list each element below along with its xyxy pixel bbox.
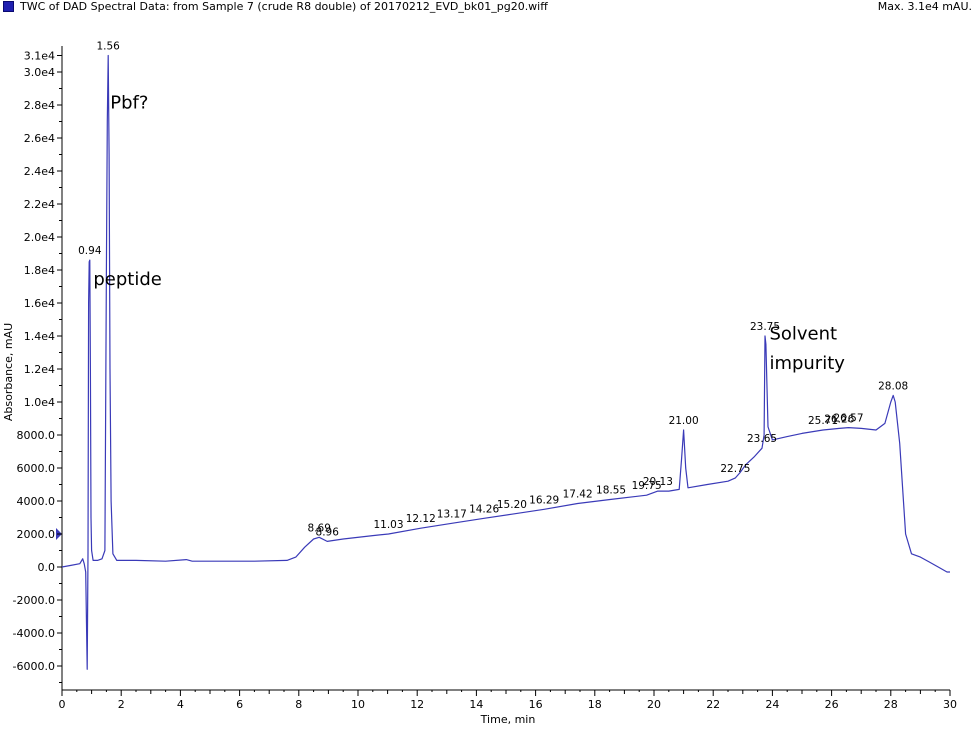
y-tick-label: 1.6e4 (24, 297, 55, 310)
peak-label: 12.12 (406, 513, 436, 525)
y-tick-label: 2.6e4 (24, 132, 55, 145)
peak-label: 17.42 (563, 488, 593, 500)
y-tick-label: 0.0 (38, 561, 56, 574)
peak-labels: 0.94 1.56 8.698.96 11.03 12.12 13.17 14.2615.2… (78, 41, 908, 539)
x-tick-label: 22 (706, 698, 720, 711)
y-axis-label: Absorbance, mAU (2, 323, 15, 421)
y-tick-label: 1.0e4 (24, 396, 55, 409)
y-tick-label: 6000.0 (17, 462, 56, 475)
annotation-text: Solvent (769, 323, 837, 344)
x-axis-label: Time, min (480, 713, 536, 726)
y-tick-label: 2.0e4 (24, 231, 55, 244)
y-tick-label: 1.8e4 (24, 264, 55, 277)
y-tick-label: -2000.0 (13, 594, 55, 607)
x-tick-label: 26 (825, 698, 839, 711)
y-tick-label: 2.8e4 (24, 99, 55, 112)
trace-color-marker-icon (3, 1, 14, 12)
peak-label: 22.75 (720, 463, 750, 475)
x-tick-label: 10 (351, 698, 365, 711)
x-tick-label: 2 (118, 698, 125, 711)
peak-label: 26.57 (833, 413, 863, 425)
peak-label: 13.17 (437, 508, 467, 520)
peak-label: 23.65 (747, 433, 777, 445)
y-tick-label: 4000.0 (17, 495, 56, 508)
peak-label: 1.56 (96, 41, 120, 53)
peak-label: 21.00 (669, 415, 699, 427)
annotations: Pbf? peptide Solvent impurity (93, 92, 845, 374)
x-tick-label: 20 (647, 698, 661, 711)
peak-label: 15.20 (497, 499, 527, 511)
peak-label: 25.71 (808, 415, 838, 427)
peak-label: 20.13 (643, 476, 673, 488)
peak-label: 28.08 (878, 380, 908, 392)
y-tick-label: 2.4e4 (24, 165, 55, 178)
x-tick-label: 12 (410, 698, 424, 711)
x-tick-label: 14 (469, 698, 483, 711)
y-tick-label: 3.0e4 (24, 66, 55, 79)
peak-label: 26.26 (824, 413, 854, 425)
x-tick-label: 30 (943, 698, 957, 711)
x-tick-label: 24 (765, 698, 779, 711)
peak-label: 0.94 (78, 245, 102, 257)
peak-label: 16.29 (529, 494, 559, 506)
peak-label: 8.69 (308, 522, 331, 534)
chromatogram-trace (61, 54, 950, 670)
max-intensity-label: Max. 3.1e4 mAU. (877, 0, 972, 13)
peak-label: 19.75 (632, 480, 662, 492)
annotation-text: peptide (93, 269, 161, 290)
peak-label: 18.55 (596, 484, 626, 496)
annotation-text: Pbf? (110, 92, 148, 113)
x-tick-label: 8 (295, 698, 302, 711)
peak-label: 23.75 (750, 321, 780, 333)
peak-label: 8.96 (316, 526, 340, 538)
y-tick-label: 2.2e4 (24, 198, 55, 211)
x-tick-label: 16 (529, 698, 543, 711)
chart-ticks: 3.1e4 3.0e4 2.8e4 2.6e4 2.4e4 2.2e4 2.0e4 1.8e4… (13, 50, 957, 712)
peak-label: 14.26 (469, 503, 499, 515)
x-tick-label: 4 (177, 698, 184, 711)
x-tick-label: 6 (236, 698, 243, 711)
y-tick-label: 8000.0 (17, 429, 56, 442)
y-tick-label: 1.2e4 (24, 363, 55, 376)
y-tick-label: 2000.0 (17, 528, 56, 541)
x-tick-label: 0 (59, 698, 66, 711)
y-tick-label: -4000.0 (13, 627, 55, 640)
y-tick-label: 1.4e4 (24, 330, 55, 343)
x-tick-label: 18 (588, 698, 602, 711)
y-tick-label: -6000.0 (13, 660, 55, 673)
peak-label: 11.03 (373, 519, 403, 531)
window-title: TWC of DAD Spectral Data: from Sample 7 … (20, 0, 548, 13)
annotation-text: impurity (769, 353, 845, 374)
title-bar: TWC of DAD Spectral Data: from Sample 7 … (0, 0, 978, 16)
trace-group (61, 54, 950, 670)
x-tick-label: 28 (884, 698, 898, 711)
y-tick-label: 3.1e4 (24, 50, 55, 63)
